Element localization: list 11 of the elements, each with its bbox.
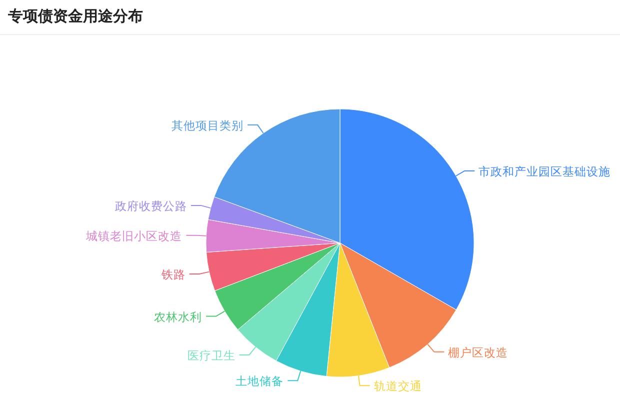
slice-label: 土地储备	[236, 374, 284, 388]
slice-label: 市政和产业园区基础设施	[478, 164, 611, 178]
slice-label: 铁路	[160, 267, 186, 282]
slice-label: 城镇老旧小区改造	[85, 228, 182, 243]
chart-title: 专项债资金用途分布	[7, 7, 143, 25]
slice-label: 政府收费公路	[114, 198, 187, 213]
slice-label: 其他项目类别	[172, 118, 244, 132]
slice-label: 轨道交通	[374, 379, 422, 394]
slice-label: 医疗卫生	[187, 348, 236, 362]
slice-label: 农林水利	[154, 310, 202, 324]
slice-label: 棚户区改造	[448, 345, 508, 360]
